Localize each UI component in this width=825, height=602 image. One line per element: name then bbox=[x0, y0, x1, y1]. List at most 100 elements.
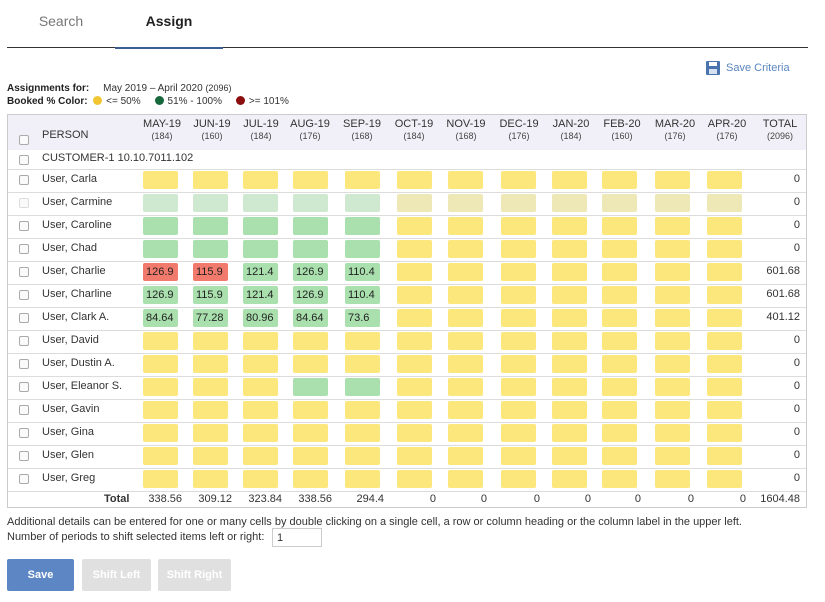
assignment-cell[interactable] bbox=[602, 171, 637, 189]
assignment-cell[interactable]: 84.64 bbox=[143, 309, 178, 327]
assignment-cell[interactable] bbox=[293, 470, 328, 488]
assignment-cell[interactable] bbox=[345, 171, 380, 189]
assignment-cell[interactable] bbox=[143, 470, 178, 488]
person-name[interactable]: User, Greg bbox=[42, 472, 96, 484]
person-name[interactable]: User, Charline bbox=[42, 288, 112, 300]
assignment-cell[interactable] bbox=[293, 378, 328, 396]
assignment-cell[interactable] bbox=[293, 332, 328, 350]
assignment-cell[interactable]: 126.9 bbox=[293, 286, 328, 304]
select-all-checkbox[interactable] bbox=[19, 135, 29, 145]
assignment-cell[interactable] bbox=[602, 309, 637, 327]
month-column-header[interactable]: JUL-19 (184) bbox=[231, 118, 291, 142]
assignment-cell[interactable] bbox=[243, 447, 278, 465]
assignment-cell[interactable] bbox=[293, 194, 328, 212]
assignment-cell[interactable] bbox=[397, 240, 432, 258]
assignment-cell[interactable] bbox=[552, 470, 587, 488]
assignment-cell[interactable] bbox=[501, 194, 536, 212]
assignment-cell[interactable] bbox=[552, 194, 587, 212]
assignment-cell[interactable] bbox=[397, 332, 432, 350]
assignment-cell[interactable] bbox=[293, 217, 328, 235]
assignment-cell[interactable] bbox=[293, 171, 328, 189]
assignment-cell[interactable] bbox=[552, 355, 587, 373]
person-name[interactable]: User, Carla bbox=[42, 173, 98, 185]
assignment-cell[interactable] bbox=[143, 447, 178, 465]
assignment-cell[interactable] bbox=[602, 424, 637, 442]
assignment-cell[interactable] bbox=[293, 447, 328, 465]
assignment-cell[interactable] bbox=[707, 401, 742, 419]
assignment-cell[interactable] bbox=[602, 263, 637, 281]
assignment-cell[interactable] bbox=[552, 217, 587, 235]
assignment-cell[interactable] bbox=[143, 378, 178, 396]
assignment-cell[interactable] bbox=[602, 240, 637, 258]
assignment-cell[interactable] bbox=[397, 401, 432, 419]
assignment-cell[interactable] bbox=[243, 401, 278, 419]
assignment-cell[interactable] bbox=[143, 240, 178, 258]
assignment-cell[interactable] bbox=[655, 355, 690, 373]
assignment-cell[interactable] bbox=[707, 309, 742, 327]
save-criteria-link[interactable]: Save Criteria bbox=[706, 60, 790, 76]
person-name[interactable]: User, Chad bbox=[42, 242, 98, 254]
assignment-cell[interactable] bbox=[501, 332, 536, 350]
assignment-cell[interactable] bbox=[448, 171, 483, 189]
assignment-cell[interactable] bbox=[293, 424, 328, 442]
assignment-cell[interactable]: 73.6 bbox=[345, 309, 380, 327]
row-checkbox[interactable] bbox=[19, 290, 29, 300]
assignment-cell[interactable]: 110.4 bbox=[345, 263, 380, 281]
person-name[interactable]: User, Gavin bbox=[42, 403, 100, 415]
assignment-cell[interactable] bbox=[552, 401, 587, 419]
total-column-header[interactable]: TOTAL (2096) bbox=[758, 118, 802, 142]
assignment-cell[interactable]: 115.9 bbox=[193, 286, 228, 304]
assignment-cell[interactable] bbox=[345, 470, 380, 488]
assignment-cell[interactable] bbox=[602, 355, 637, 373]
assignment-cell[interactable] bbox=[345, 332, 380, 350]
assignment-cell[interactable] bbox=[193, 401, 228, 419]
customer-checkbox[interactable] bbox=[19, 155, 29, 165]
assignment-cell[interactable] bbox=[655, 378, 690, 396]
month-column-header[interactable]: JAN-20 (184) bbox=[541, 118, 601, 142]
assignment-cell[interactable] bbox=[655, 424, 690, 442]
assignment-cell[interactable]: 126.9 bbox=[143, 263, 178, 281]
assignment-cell[interactable] bbox=[552, 424, 587, 442]
assignment-cell[interactable] bbox=[707, 194, 742, 212]
assignment-cell[interactable] bbox=[345, 424, 380, 442]
assignment-cell[interactable] bbox=[707, 470, 742, 488]
month-column-header[interactable]: DEC-19 (176) bbox=[489, 118, 549, 142]
assignment-cell[interactable] bbox=[448, 424, 483, 442]
month-column-header[interactable]: AUG-19 (176) bbox=[280, 118, 340, 142]
assignment-cell[interactable] bbox=[345, 378, 380, 396]
assignment-cell[interactable] bbox=[707, 286, 742, 304]
assignment-cell[interactable] bbox=[448, 332, 483, 350]
assignment-cell[interactable] bbox=[655, 240, 690, 258]
assignment-cell[interactable] bbox=[193, 240, 228, 258]
month-column-header[interactable]: JUN-19 (160) bbox=[182, 118, 242, 142]
assignment-cell[interactable] bbox=[193, 355, 228, 373]
assignment-cell[interactable] bbox=[397, 447, 432, 465]
assignment-cell[interactable] bbox=[143, 355, 178, 373]
assignment-cell[interactable] bbox=[397, 171, 432, 189]
assignment-cell[interactable] bbox=[448, 378, 483, 396]
assignment-cell[interactable] bbox=[602, 332, 637, 350]
assignment-cell[interactable] bbox=[345, 401, 380, 419]
assignment-cell[interactable] bbox=[552, 240, 587, 258]
assignment-cell[interactable] bbox=[501, 447, 536, 465]
assignment-cell[interactable] bbox=[501, 217, 536, 235]
assignment-cell[interactable] bbox=[397, 263, 432, 281]
assignment-cell[interactable] bbox=[397, 194, 432, 212]
assignment-cell[interactable] bbox=[193, 378, 228, 396]
assignment-cell[interactable] bbox=[193, 424, 228, 442]
assignment-cell[interactable] bbox=[552, 263, 587, 281]
row-checkbox[interactable] bbox=[19, 336, 29, 346]
assignment-cell[interactable]: 121.4 bbox=[243, 263, 278, 281]
assignment-cell[interactable] bbox=[448, 401, 483, 419]
assignment-cell[interactable] bbox=[655, 217, 690, 235]
month-column-header[interactable]: MAY-19 (184) bbox=[132, 118, 192, 142]
assignment-cell[interactable] bbox=[448, 447, 483, 465]
assignment-cell[interactable] bbox=[655, 309, 690, 327]
assignment-cell[interactable]: 126.9 bbox=[143, 286, 178, 304]
save-button[interactable]: Save bbox=[7, 559, 74, 591]
row-checkbox[interactable] bbox=[19, 405, 29, 415]
tab-assign[interactable]: Assign bbox=[115, 0, 223, 49]
assignment-cell[interactable] bbox=[193, 470, 228, 488]
row-checkbox[interactable] bbox=[19, 175, 29, 185]
row-checkbox[interactable] bbox=[19, 313, 29, 323]
